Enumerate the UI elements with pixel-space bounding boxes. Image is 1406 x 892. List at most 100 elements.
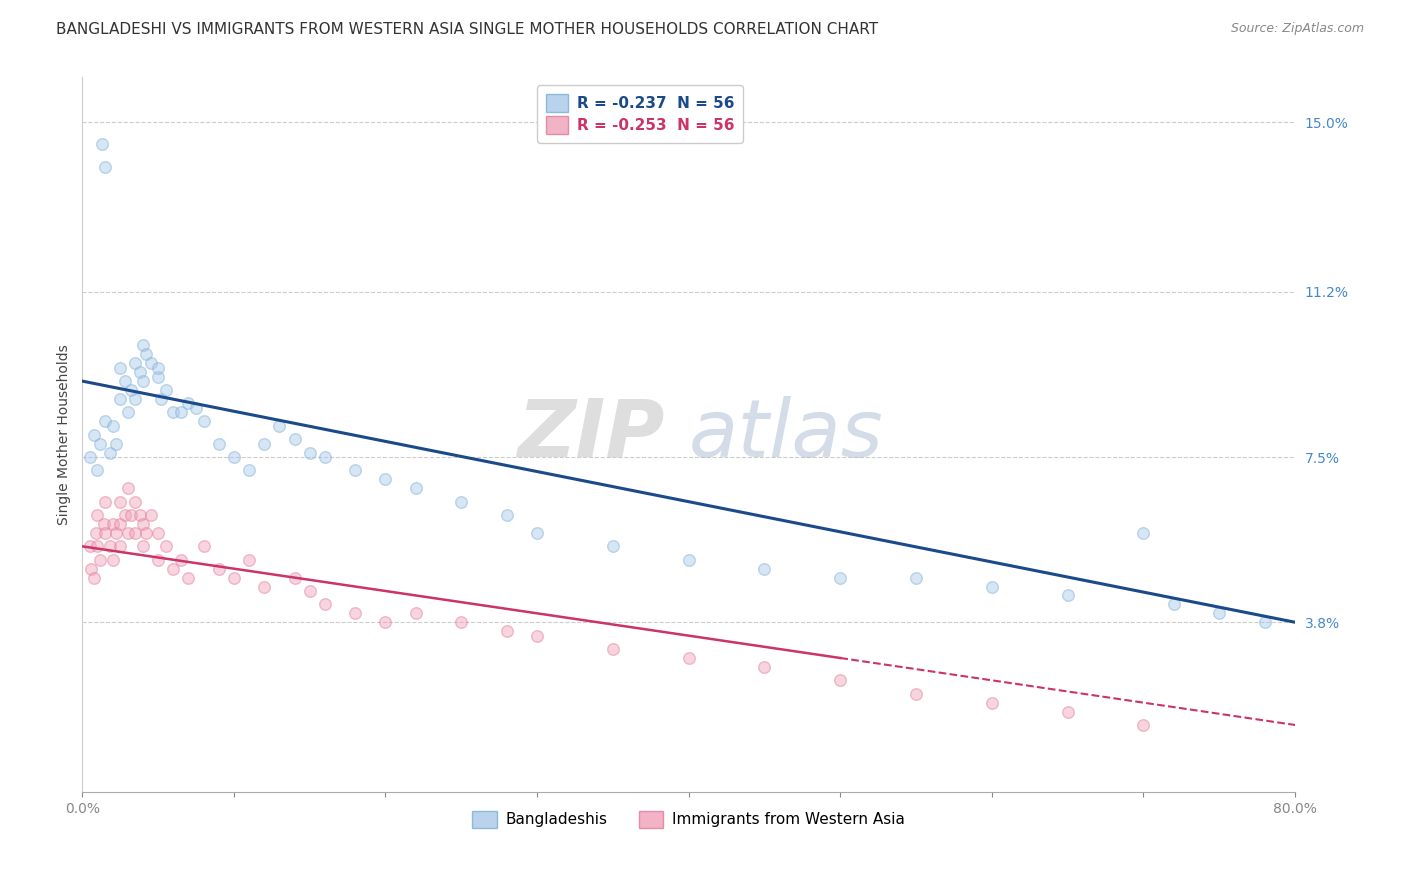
Point bbox=[193, 414, 215, 428]
Point bbox=[238, 463, 260, 477]
Point bbox=[86, 539, 108, 553]
Text: atlas: atlas bbox=[689, 396, 883, 474]
Point bbox=[980, 696, 1002, 710]
Point bbox=[678, 651, 700, 665]
Point bbox=[1056, 589, 1078, 603]
Point bbox=[495, 624, 517, 639]
Point bbox=[344, 607, 367, 621]
Point bbox=[678, 553, 700, 567]
Point bbox=[1208, 607, 1230, 621]
Point bbox=[98, 445, 121, 459]
Point bbox=[298, 445, 321, 459]
Point bbox=[108, 539, 131, 553]
Point bbox=[1254, 615, 1277, 630]
Point bbox=[104, 436, 127, 450]
Point bbox=[108, 392, 131, 406]
Point bbox=[101, 418, 124, 433]
Point bbox=[86, 508, 108, 522]
Point bbox=[132, 338, 155, 352]
Point bbox=[120, 383, 142, 397]
Point bbox=[269, 418, 291, 433]
Point bbox=[170, 405, 193, 419]
Point bbox=[124, 525, 146, 540]
Point bbox=[83, 427, 105, 442]
Point bbox=[374, 615, 396, 630]
Point bbox=[117, 525, 139, 540]
Point bbox=[238, 553, 260, 567]
Point bbox=[80, 562, 103, 576]
Point bbox=[146, 525, 169, 540]
Point bbox=[139, 508, 162, 522]
Point bbox=[146, 553, 169, 567]
Point bbox=[450, 615, 472, 630]
Legend: Bangladeshis, Immigrants from Western Asia: Bangladeshis, Immigrants from Western As… bbox=[467, 805, 911, 834]
Point bbox=[94, 414, 117, 428]
Point bbox=[905, 687, 928, 701]
Point bbox=[177, 396, 200, 410]
Point bbox=[79, 450, 101, 464]
Point bbox=[1056, 705, 1078, 719]
Point bbox=[139, 356, 162, 370]
Text: BANGLADESHI VS IMMIGRANTS FROM WESTERN ASIA SINGLE MOTHER HOUSEHOLDS CORRELATION: BANGLADESHI VS IMMIGRANTS FROM WESTERN A… bbox=[56, 22, 879, 37]
Point bbox=[905, 571, 928, 585]
Point bbox=[108, 516, 131, 531]
Point bbox=[146, 369, 169, 384]
Point bbox=[117, 481, 139, 495]
Point bbox=[79, 539, 101, 553]
Point bbox=[526, 629, 548, 643]
Point bbox=[1132, 718, 1154, 732]
Point bbox=[155, 383, 177, 397]
Point bbox=[124, 392, 146, 406]
Point bbox=[132, 539, 155, 553]
Point bbox=[132, 374, 155, 388]
Point bbox=[108, 494, 131, 508]
Point bbox=[124, 356, 146, 370]
Point bbox=[1132, 525, 1154, 540]
Point bbox=[150, 392, 173, 406]
Point bbox=[162, 405, 184, 419]
Point bbox=[84, 525, 107, 540]
Point bbox=[89, 553, 111, 567]
Point bbox=[374, 472, 396, 486]
Point bbox=[170, 553, 193, 567]
Point bbox=[129, 508, 152, 522]
Point bbox=[1163, 598, 1185, 612]
Point bbox=[124, 494, 146, 508]
Point bbox=[980, 580, 1002, 594]
Point bbox=[132, 516, 155, 531]
Point bbox=[146, 360, 169, 375]
Point bbox=[602, 642, 624, 657]
Point bbox=[253, 436, 276, 450]
Point bbox=[283, 432, 305, 446]
Point bbox=[86, 463, 108, 477]
Point bbox=[129, 365, 152, 379]
Point bbox=[405, 481, 427, 495]
Point bbox=[193, 539, 215, 553]
Point bbox=[344, 463, 367, 477]
Text: Source: ZipAtlas.com: Source: ZipAtlas.com bbox=[1230, 22, 1364, 36]
Point bbox=[162, 562, 184, 576]
Text: ZIP: ZIP bbox=[517, 396, 665, 474]
Point bbox=[314, 598, 336, 612]
Point bbox=[114, 374, 136, 388]
Point bbox=[283, 571, 305, 585]
Point bbox=[101, 516, 124, 531]
Point bbox=[94, 525, 117, 540]
Point bbox=[83, 571, 105, 585]
Point bbox=[314, 450, 336, 464]
Point bbox=[108, 360, 131, 375]
Point bbox=[830, 673, 852, 688]
Point bbox=[155, 539, 177, 553]
Point bbox=[450, 494, 472, 508]
Point bbox=[91, 137, 114, 152]
Point bbox=[94, 494, 117, 508]
Y-axis label: Single Mother Households: Single Mother Households bbox=[58, 344, 72, 525]
Point bbox=[208, 562, 231, 576]
Point bbox=[222, 571, 245, 585]
Point bbox=[184, 401, 207, 415]
Point bbox=[104, 525, 127, 540]
Point bbox=[298, 584, 321, 599]
Point bbox=[135, 525, 157, 540]
Point bbox=[754, 562, 776, 576]
Point bbox=[117, 405, 139, 419]
